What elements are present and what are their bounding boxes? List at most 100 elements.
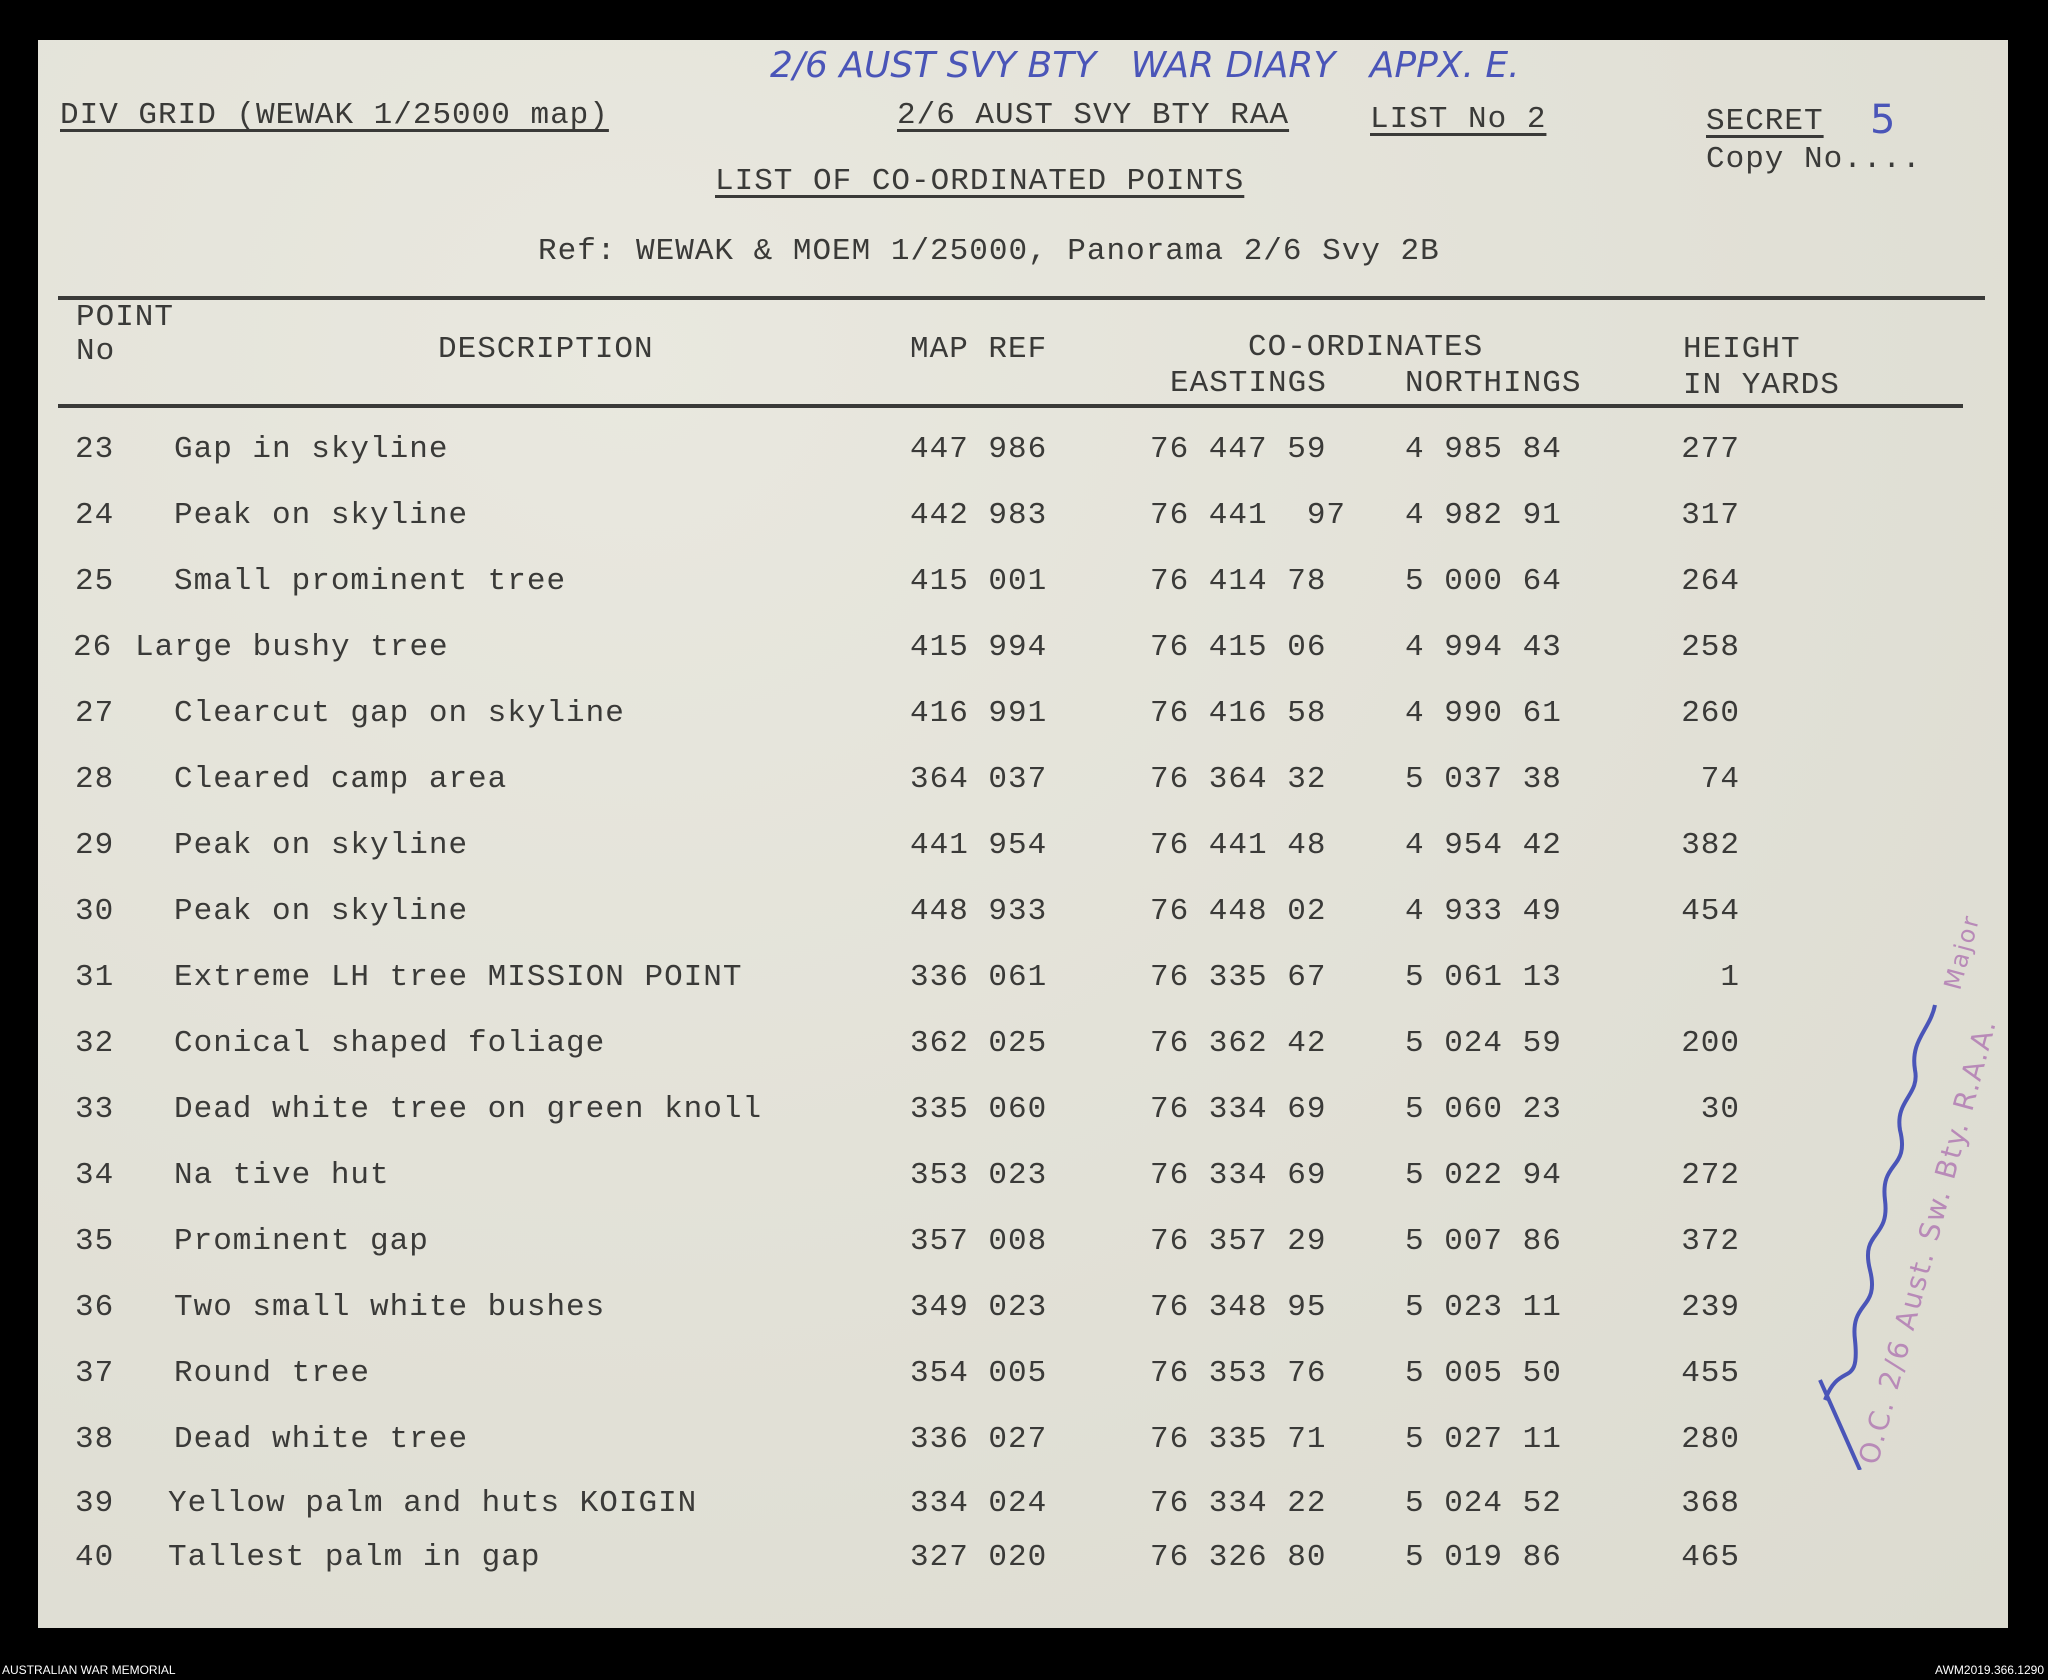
cell-northings: 4 990 61 (1405, 696, 1562, 731)
cell-eastings: 76 441 97 (1150, 498, 1347, 533)
cell-description: Two small white bushes (174, 1290, 606, 1325)
cell-height: 30 (1700, 1092, 1740, 1127)
cell-height: 74 (1700, 762, 1740, 797)
cell-height: 272 (1681, 1158, 1740, 1193)
col-point: POINT (76, 300, 175, 335)
cell-description: Cleared camp area (174, 762, 508, 797)
cell-point-no: 34 (75, 1158, 115, 1193)
cell-description: Conical shaped foliage (174, 1026, 606, 1061)
cell-description: Large bushy tree (135, 630, 449, 665)
page-title: LIST OF CO-ORDINATED POINTS (715, 164, 1245, 199)
cell-description: Yellow palm and huts KOIGIN (168, 1486, 698, 1521)
cell-northings: 5 024 52 (1405, 1486, 1562, 1521)
cell-description: Tallest palm in gap (168, 1540, 541, 1575)
copy-number-handwritten: 5 (1870, 97, 1896, 143)
cell-eastings: 76 348 95 (1150, 1290, 1327, 1325)
cell-northings: 4 933 49 (1405, 894, 1562, 929)
cell-point-no: 32 (75, 1026, 115, 1061)
cell-map-ref: 362 025 (910, 1026, 1048, 1061)
cell-eastings: 76 334 69 (1150, 1158, 1327, 1193)
handwritten-header: 2/6 AUST SVY BTY WAR DIARY APPX. E. (770, 45, 1520, 86)
cell-map-ref: 336 027 (910, 1422, 1048, 1457)
cell-eastings: 76 334 69 (1150, 1092, 1327, 1127)
cell-eastings: 76 448 02 (1150, 894, 1327, 929)
cell-northings: 5 060 23 (1405, 1092, 1562, 1127)
cell-height: 368 (1681, 1486, 1740, 1521)
cell-height: 465 (1681, 1540, 1740, 1575)
cell-northings: 5 005 50 (1405, 1356, 1562, 1391)
classification: SECRET (1706, 104, 1824, 139)
cell-map-ref: 415 994 (910, 630, 1048, 665)
cell-map-ref: 448 933 (910, 894, 1048, 929)
cell-description: Dead white tree (174, 1422, 469, 1457)
unit-name: 2/6 AUST SVY BTY RAA (897, 98, 1290, 133)
cell-northings: 5 027 11 (1405, 1422, 1562, 1457)
cell-northings: 4 994 43 (1405, 630, 1562, 665)
cell-height: 264 (1681, 564, 1740, 599)
cell-point-no: 24 (75, 498, 115, 533)
cell-point-no: 23 (75, 432, 115, 467)
cell-description: Small prominent tree (174, 564, 567, 599)
cell-map-ref: 357 008 (910, 1224, 1048, 1259)
cell-height: 455 (1681, 1356, 1740, 1391)
cell-map-ref: 354 005 (910, 1356, 1048, 1391)
cell-eastings: 76 416 58 (1150, 696, 1327, 731)
cell-height: 277 (1681, 432, 1740, 467)
cell-description: Peak on skyline (174, 894, 469, 929)
cell-eastings: 76 353 76 (1150, 1356, 1327, 1391)
list-number: LIST No 2 (1370, 102, 1547, 137)
cell-eastings: 76 357 29 (1150, 1224, 1327, 1259)
cell-point-no: 33 (75, 1092, 115, 1127)
cell-height: 239 (1681, 1290, 1740, 1325)
cell-point-no: 25 (75, 564, 115, 599)
cell-height: 317 (1681, 498, 1740, 533)
cell-eastings: 76 326 80 (1150, 1540, 1327, 1575)
cell-description: Peak on skyline (174, 828, 469, 863)
signature-scribble (1818, 1004, 1937, 1470)
cell-northings: 5 007 86 (1405, 1224, 1562, 1259)
cell-description: Clearcut gap on skyline (174, 696, 625, 731)
cell-point-no: 37 (75, 1356, 115, 1391)
cell-eastings: 76 441 48 (1150, 828, 1327, 863)
cell-map-ref: 335 060 (910, 1092, 1048, 1127)
cell-map-ref: 441 954 (910, 828, 1048, 863)
col-northings: NORTHINGS (1405, 366, 1582, 401)
cell-description: Round tree (174, 1356, 371, 1391)
cell-point-no: 28 (75, 762, 115, 797)
cell-height: 200 (1681, 1026, 1740, 1061)
cell-map-ref: 442 983 (910, 498, 1048, 533)
cell-height: 258 (1681, 630, 1740, 665)
cell-description: Na tive hut (174, 1158, 390, 1193)
cell-description: Prominent gap (174, 1224, 429, 1259)
cell-eastings: 76 414 78 (1150, 564, 1327, 599)
cell-northings: 4 982 91 (1405, 498, 1562, 533)
cell-description: Extreme LH tree MISSION POINT (174, 960, 743, 995)
header-rule-bottom (58, 404, 1963, 408)
cell-northings: 4 954 42 (1405, 828, 1562, 863)
cell-eastings: 76 335 67 (1150, 960, 1327, 995)
cell-map-ref: 415 001 (910, 564, 1048, 599)
cell-map-ref: 447 986 (910, 432, 1048, 467)
copy-number: Copy No.... (1706, 142, 1922, 177)
cell-height: 280 (1681, 1422, 1740, 1457)
cell-point-no: 35 (75, 1224, 115, 1259)
cell-northings: 5 061 13 (1405, 960, 1562, 995)
cell-northings: 5 022 94 (1405, 1158, 1562, 1193)
cell-description: Dead white tree on green knoll (174, 1092, 763, 1127)
cell-northings: 5 037 38 (1405, 762, 1562, 797)
cell-northings: 5 024 59 (1405, 1026, 1562, 1061)
cell-point-no: 39 (75, 1486, 115, 1521)
cell-eastings: 76 334 22 (1150, 1486, 1327, 1521)
cell-point-no: 40 (75, 1540, 115, 1575)
cell-eastings: 76 447 59 (1150, 432, 1327, 467)
cell-map-ref: 336 061 (910, 960, 1048, 995)
header-rule-top (58, 296, 1985, 300)
col-eastings: EASTINGS (1170, 366, 1327, 401)
cell-eastings: 76 415 06 (1150, 630, 1327, 665)
cell-point-no: 31 (75, 960, 115, 995)
cell-northings: 5 000 64 (1405, 564, 1562, 599)
reference-line: Ref: WEWAK & MOEM 1/25000, Panorama 2/6 … (538, 234, 1440, 269)
cell-eastings: 76 335 71 (1150, 1422, 1327, 1457)
cell-height: 382 (1681, 828, 1740, 863)
cell-map-ref: 327 020 (910, 1540, 1048, 1575)
